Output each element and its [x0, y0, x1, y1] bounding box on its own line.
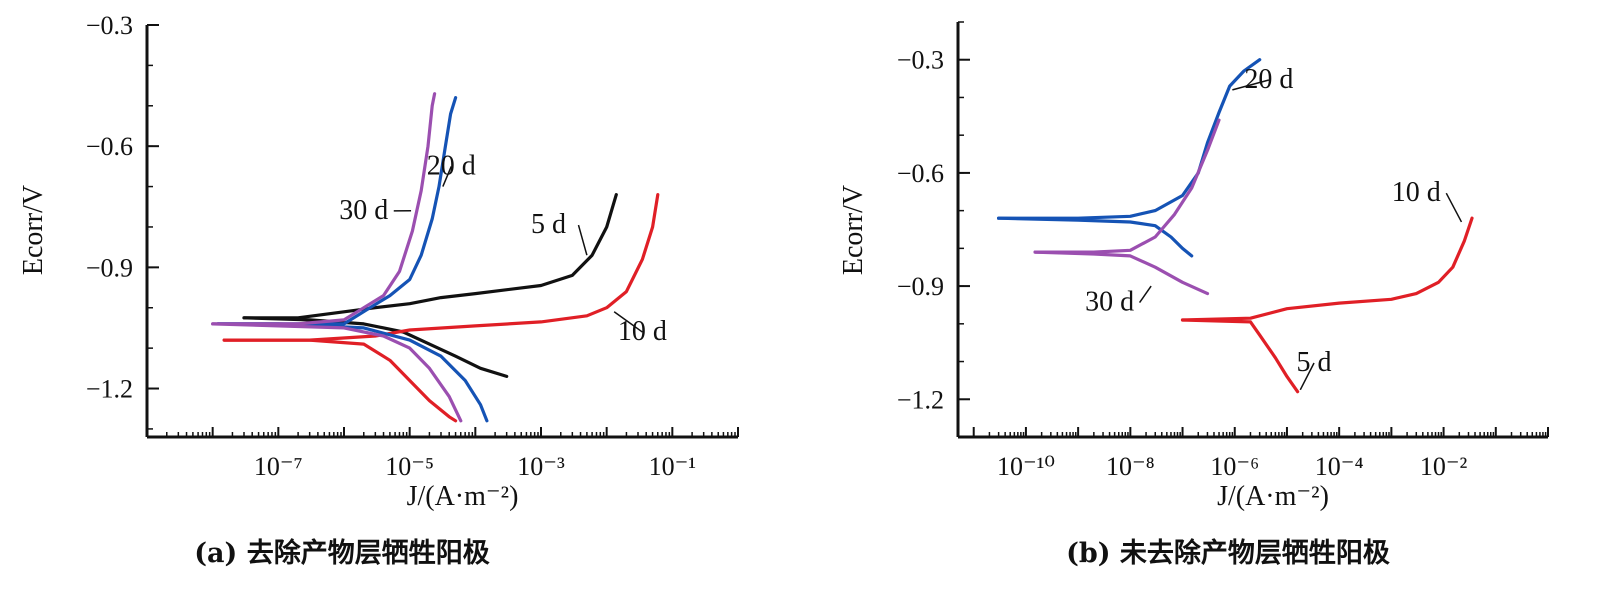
label-leader-line: [613, 311, 643, 333]
y-tick-label: −0.3: [86, 11, 133, 40]
x-tick-label: 10⁻⁶: [1210, 452, 1259, 481]
series-5d-anodic-line: [242, 193, 618, 320]
y-tick-label: −0.9: [86, 253, 133, 282]
y-axis-label: Ecorr/V: [18, 185, 49, 275]
series-label-10d: 10 d: [1392, 177, 1441, 208]
chart-panel-a: −0.3 −0.6 −0.9 −1.2 10⁻⁷ 10⁻⁵ 10⁻³ 10⁻¹ Ecorr/V J…: [18, 11, 739, 569]
series-20d-anodic-line: [996, 58, 1262, 220]
series-30d-anodic-line: [211, 92, 437, 326]
series-label-20d: 20 d: [1244, 64, 1293, 95]
x-axis-label: J/(A·m⁻²): [407, 481, 519, 512]
series-label-10d: 10 d: [618, 316, 667, 347]
chart-panel-b: −0.3 −0.6 −0.9 −1.2 10⁻¹⁰ 10⁻⁸ 10⁻⁶ 10⁻⁴ 10⁻² Eco…: [838, 21, 1549, 569]
x-tick-label: 10⁻⁴: [1315, 452, 1364, 481]
x-tick-label: 10⁻³: [517, 452, 565, 481]
x-tick-label: 10⁻⁸: [1106, 452, 1155, 481]
series-10d-cathodic-line: [222, 338, 458, 423]
y-tick-label: −0.6: [86, 132, 133, 161]
label-leader-line: [577, 224, 588, 256]
x-tick-label: 10⁻¹: [649, 452, 697, 481]
series-label-5d: 5 d: [1297, 347, 1332, 378]
x-tick-label: 10⁻⁷: [254, 452, 303, 481]
label-leader-line: [1138, 285, 1152, 304]
y-tick-label: −0.3: [897, 46, 944, 75]
series-label-5d: 5 d: [531, 209, 566, 240]
x-tick-label: 10⁻⁵: [385, 452, 434, 481]
panel-caption: (a) 去除产物层牺牲阳极: [194, 537, 489, 569]
y-tick-label: −0.9: [897, 272, 944, 301]
series-20d-cathodic-line: [996, 216, 1194, 258]
series-label-30d: 30 d: [1085, 287, 1134, 318]
label-leader-line: [1445, 192, 1463, 223]
series-30d-anodic-line: [1033, 118, 1221, 254]
series-10d-cathodic-line: [1180, 318, 1300, 394]
series-label-30d: 30 d: [339, 195, 388, 226]
x-tick-label: 10⁻²: [1420, 452, 1468, 481]
label-leader-line: [442, 166, 452, 187]
y-axis-label: Ecorr/V: [838, 185, 869, 275]
series-30d-cathodic-line: [1033, 250, 1210, 296]
label-leader-line: [1232, 79, 1270, 91]
panel-caption: (b) 未去除产物层牺牲阳极: [1066, 537, 1390, 569]
y-tick-label: −1.2: [86, 375, 133, 404]
label-leader-line: [1299, 362, 1315, 391]
series-label-20d: 20 d: [427, 150, 476, 181]
x-tick-label: 10⁻¹⁰: [997, 452, 1055, 481]
series-10d-anodic-line: [222, 193, 660, 342]
y-tick-label: −1.2: [897, 385, 944, 414]
series-20d-anodic-line: [216, 96, 458, 326]
series-30d-cathodic-line: [211, 322, 463, 423]
series-10d-anodic-line: [1180, 216, 1474, 322]
x-axis-label: J/(A·m⁻²): [1217, 481, 1329, 512]
y-tick-label: −0.6: [897, 159, 944, 188]
